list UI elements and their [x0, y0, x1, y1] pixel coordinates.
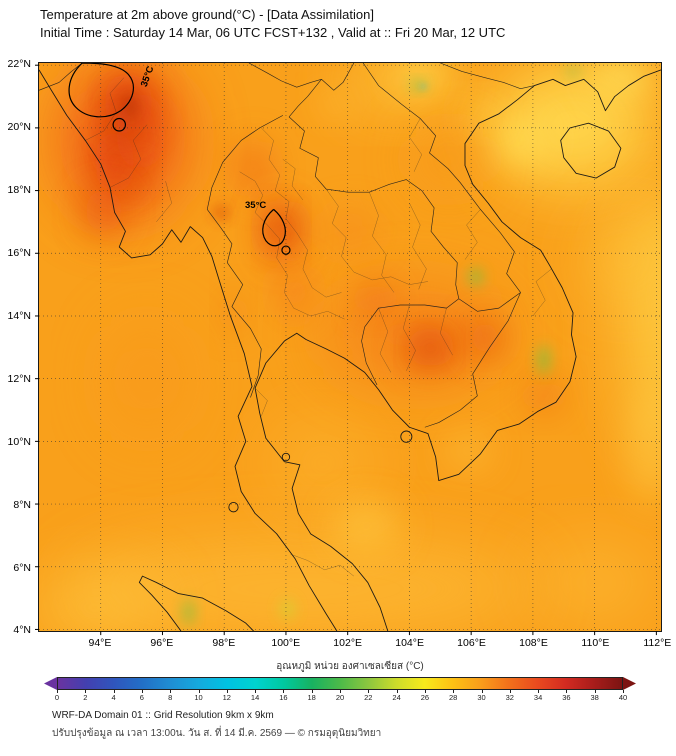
colorbar-tick-mark	[509, 690, 511, 693]
colorbar-tick-mark	[57, 690, 58, 693]
colorbar-tick-label: 26	[420, 693, 430, 702]
contour-label-35c: 35°C	[245, 200, 267, 211]
colorbar-tick-label: 14	[250, 693, 260, 702]
colorbar-tick-mark	[85, 690, 87, 693]
colorbar-tick-mark	[594, 690, 596, 693]
colorbar-tick-label: 30	[477, 693, 486, 702]
colorbar-left-arrow-icon	[44, 677, 57, 690]
colorbar-tick-label: 16	[279, 693, 288, 702]
x-tick-label: 106°E	[457, 637, 486, 649]
colorbar-tick-mark	[481, 690, 483, 693]
colorbar-tick-mark	[283, 690, 285, 693]
temperature-anomaly-blobs	[39, 63, 661, 631]
x-tick-label: 102°E	[333, 637, 363, 649]
footer-domain-info: WRF-DA Domain 01 :: Grid Resolution 9km …	[52, 710, 274, 721]
colorbar-tick-mark	[170, 690, 172, 693]
y-tick-label: 12°N	[7, 372, 31, 385]
colorbar-tick-label: 34	[533, 693, 543, 702]
colorbar-tick-label: 18	[307, 693, 316, 702]
temperature-contours-35c	[69, 63, 290, 254]
colorbar-tick-label: 10	[194, 693, 203, 702]
coastlines	[39, 70, 661, 631]
colorbar-title: อุณหภูมิ หน่วย องศาเซลเซียส (°C)	[276, 661, 424, 672]
colorbar-gradient	[57, 677, 623, 690]
x-tick-label: 96°E	[150, 637, 174, 649]
colorbar-tick-mark	[396, 690, 398, 693]
map-plot: 35°C 35°C	[38, 62, 662, 632]
colorbar-tick-mark	[311, 690, 313, 693]
province-borders	[85, 78, 551, 576]
colorbar-tick-label: 12	[222, 693, 231, 702]
colorbar-tick-label: 22	[364, 693, 373, 702]
colorbar-tick-label: 32	[505, 693, 514, 702]
x-tick-label: 104°E	[395, 637, 424, 649]
x-tick-label: 108°E	[519, 637, 548, 649]
colorbar-tick-label: 6	[139, 693, 144, 702]
colorbar-tick-mark	[255, 690, 257, 693]
colorbar-tick-label: 36	[562, 693, 571, 702]
colorbar-tick-label: 28	[449, 693, 458, 702]
colorbar-tick-mark	[141, 690, 143, 693]
colorbar-tick-mark	[368, 690, 370, 693]
axis-tick-marks	[35, 65, 656, 635]
colorbar-tick-mark	[566, 690, 568, 693]
map-layers	[39, 63, 661, 631]
x-tick-label: 94°E	[88, 637, 112, 649]
y-tick-label: 18°N	[7, 184, 31, 197]
x-tick-label: 100°E	[271, 637, 301, 649]
colorbar-tick-label: 4	[111, 693, 116, 702]
colorbar-tick-label: 40	[618, 693, 628, 702]
y-tick-label: 20°N	[7, 121, 31, 134]
colorbar-tick-mark	[226, 690, 228, 693]
x-axis-labels: 94°E 96°E 98°E 100°E 102°E 104°E 106°E 108°E 110…	[38, 637, 671, 651]
colorbar-tick-label: 0	[54, 693, 60, 702]
x-tick-label: 112°E	[643, 637, 672, 649]
colorbar-tick-labels: 0 2 4 6 8 10 12 14 16 18 20 22 24 26 28 30 32 34 36 38 40	[54, 690, 627, 704]
page-subtitle: Initial Time : Saturday 14 Mar, 06 UTC F…	[40, 25, 506, 40]
colorbar-right-arrow-icon	[623, 677, 636, 690]
colorbar-tick-mark	[340, 690, 341, 693]
page-title: Temperature at 2m above ground(°C) - [Da…	[40, 7, 374, 22]
y-axis-labels: 22°N 20°N 18°N 16°N 14°N 12°N 10°N 8°N 6°N 4°N	[0, 58, 34, 636]
y-tick-label: 14°N	[7, 309, 31, 322]
colorbar-tick-label: 24	[392, 693, 401, 702]
colorbar-tick-label: 20	[335, 693, 345, 702]
colorbar-tick-mark	[453, 690, 455, 693]
x-tick-label: 110°E	[581, 637, 610, 649]
colorbar-tick-mark	[113, 690, 115, 693]
colorbar-tick-mark	[538, 690, 540, 693]
x-tick-label: 98°E	[212, 637, 236, 649]
footer-update-info: ปรับปรุงข้อมูล ณ เวลา 13:00น. วัน ส. ที่…	[52, 728, 382, 739]
colorbar-tick-mark	[198, 690, 200, 693]
colorbar-tick-label: 8	[168, 693, 173, 702]
temperature-field-map	[39, 63, 661, 631]
y-tick-label: 8°N	[13, 498, 31, 511]
colorbar-tick-mark	[623, 690, 624, 693]
y-tick-label: 10°N	[7, 435, 31, 448]
colorbar-tick-label: 2	[83, 693, 88, 702]
colorbar: 0 2 4 6 8 10 12 14 16 18 20 22 24 26 28 30 32 34 36 38 40	[44, 677, 636, 702]
y-tick-label: 6°N	[13, 561, 31, 574]
y-tick-label: 16°N	[7, 246, 31, 259]
y-tick-label: 4°N	[13, 624, 31, 637]
colorbar-tick-label: 38	[590, 693, 599, 702]
y-tick-label: 22°N	[7, 58, 31, 71]
country-borders	[39, 63, 534, 427]
colorbar-tick-mark	[424, 690, 426, 693]
